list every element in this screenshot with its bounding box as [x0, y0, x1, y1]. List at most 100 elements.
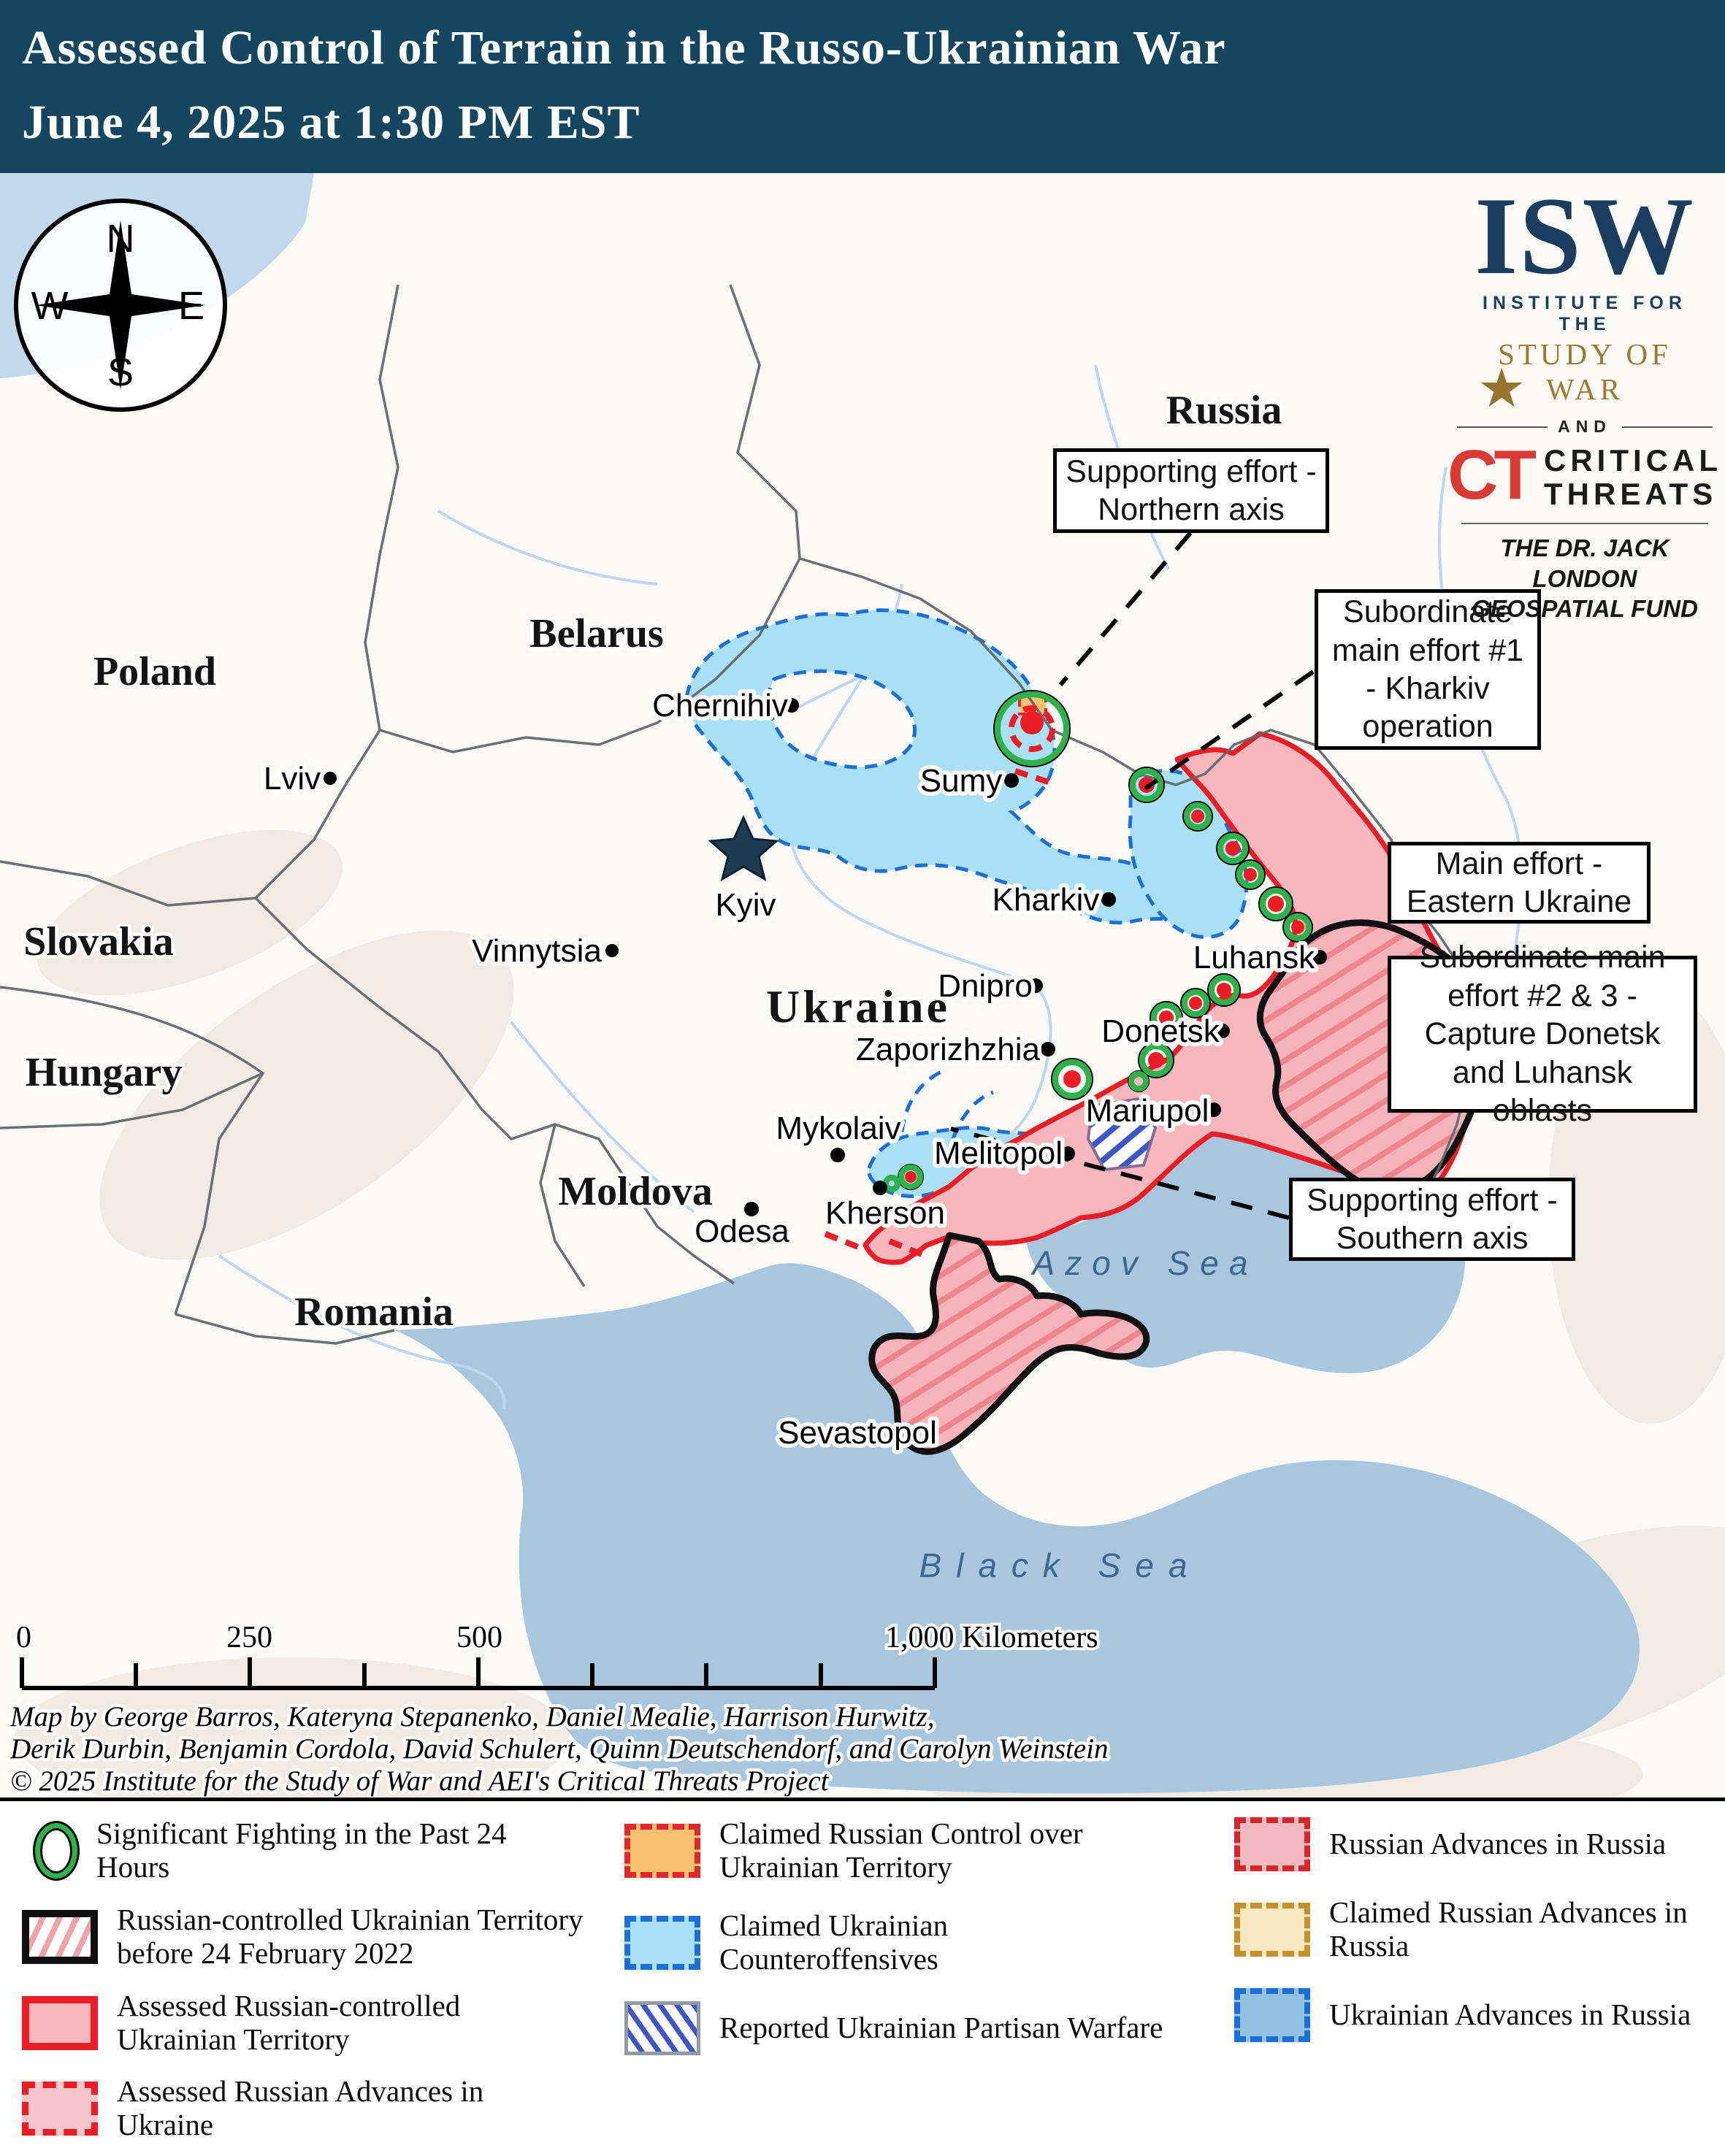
ct-mark-icon: CT: [1447, 436, 1537, 514]
label-slovakia: Slovakia: [23, 919, 173, 964]
compass-rose: N E S W: [14, 199, 227, 412]
label-chernihiv: Chernihiv: [652, 688, 788, 724]
label-kherson: Kherson: [825, 1195, 945, 1231]
legend-swatch-counteroffensives: [624, 1915, 700, 1970]
label-ukraine: Ukraine: [766, 981, 950, 1032]
ct-critical-text: CRITICAL: [1544, 443, 1722, 477]
label-zaporizhzhia: Zaporizhzhia: [856, 1032, 1040, 1067]
callout-southern-axis: Supporting effort - Southern axis: [1289, 1178, 1575, 1261]
label-russia: Russia: [1166, 388, 1282, 433]
map-canvas[interactable]: Chernihiv Sumy Kyiv Kharkiv Lviv Vinnyts…: [0, 173, 1725, 1798]
scale-0: 0: [16, 1621, 31, 1654]
callout-southern-axis-text: Supporting effort - Southern axis: [1307, 1182, 1558, 1256]
legend-item-counteroffensives: Claimed Ukrainian Counteroffensives: [624, 1908, 1201, 1976]
label-moldova: Moldova: [558, 1169, 713, 1214]
title-bar: Assessed Control of Terrain in the Russo…: [0, 0, 1725, 173]
legend-label-fighting: Significant Fighting in the Past 24 Hour…: [96, 1817, 507, 1884]
legend-column-2: Claimed Russian Control over Ukrainian T…: [624, 1817, 1201, 2055]
label-belarus: Belarus: [529, 611, 664, 656]
legend-swatch-claimed-control: [624, 1823, 700, 1878]
label-sevastopol: Sevastopol: [778, 1415, 937, 1451]
callout-northern-axis: Supporting effort - Northern axis: [1053, 448, 1329, 533]
legend-swatch-claimed-adv-russia: [1234, 1902, 1310, 1957]
legend-swatch-russian-adv-russia: [1234, 1817, 1310, 1871]
legend-label-ukr-adv-russia: Ukrainian Advances in Russia: [1329, 1997, 1691, 2031]
legend-swatch-partisan: [624, 2000, 700, 2055]
callout-donetsk-luhansk: Subordinate main effort #2 & 3 - Capture…: [1388, 940, 1697, 1128]
legend-swatch-assessed-control: [22, 1995, 98, 2050]
and-line-left: [1457, 426, 1548, 428]
black-sea: [394, 1263, 1640, 1794]
legend-label-advances-ukraine: Assessed Russian Advances in Ukraine: [117, 2074, 484, 2142]
map-title: Assessed Control of Terrain in the Russo…: [22, 21, 1226, 74]
label-luhansk: Luhansk: [1193, 940, 1315, 975]
isw-institute-text: INSTITUTE FOR THE: [1483, 293, 1687, 334]
scale-1000: 1,000 Kilometers: [885, 1621, 1098, 1654]
legend-label-pre2022: Russian-controlled Ukrainian Territory b…: [117, 1902, 584, 1970]
kyiv-star: [708, 815, 779, 882]
credits-line3: © 2025 Institute for the Study of War an…: [10, 1765, 830, 1797]
legend-item-assessed-control: Assessed Russian-controlled Ukrainian Te…: [22, 1989, 606, 2057]
significant-fighting-circles: [883, 690, 1313, 1192]
legend-label-claimed-adv-russia: Claimed Russian Advances in Russia: [1329, 1895, 1688, 1963]
legend-item-advances-ukraine: Assessed Russian Advances in Ukraine: [22, 2075, 606, 2142]
legend: Significant Fighting in the Past 24 Hour…: [0, 1798, 1725, 2156]
callout-main-effort-east-text: Main effort - Eastern Ukraine: [1406, 845, 1632, 919]
compass-s: S: [107, 350, 134, 394]
crimea-area: [868, 1232, 1150, 1455]
scale-bar: [20, 1657, 937, 1690]
and-line-right: [1621, 426, 1713, 428]
isw-logo: ISW: [1475, 174, 1695, 297]
label-melitopol: Melitopol: [934, 1135, 1063, 1171]
fund-line1: THE DR. JACK LONDON: [1500, 534, 1669, 592]
ct-wordmark: CRITICAL THREATS: [1544, 443, 1722, 512]
label-kharkiv: Kharkiv: [992, 882, 1100, 918]
scale-500: 500: [456, 1621, 502, 1654]
callout-kharkiv-operation: Subordinate main effort #1 - Kharkiv ope…: [1315, 589, 1541, 750]
ct-threats-text: THREATS: [1544, 477, 1718, 512]
legend-swatch-fighting: [35, 1822, 77, 1879]
map-date: June 4, 2025 at 1:30 PM EST: [22, 96, 640, 149]
map-credits: Map by George Barros, Kateryna Stepanenk…: [7, 1698, 1112, 1798]
legend-swatch-advances-ukraine: [22, 2082, 98, 2136]
legend-item-pre2022: Russian-controlled Ukrainian Territory b…: [22, 1903, 606, 1971]
country-borders: [0, 284, 1484, 1345]
legend-item-fighting: Significant Fighting in the Past 24 Hour…: [22, 1817, 606, 1884]
label-sumy: Sumy: [920, 763, 1002, 799]
label-mykolaiv: Mykolaiv: [776, 1110, 900, 1146]
isw-star-icon: ★: [1477, 358, 1526, 418]
callout-donetsk-luhansk-text: Subordinate main effort #2 & 3 - Capture…: [1419, 940, 1666, 1129]
partisan-warfare-area: [1086, 1097, 1158, 1172]
country-labels: Russia Belarus Poland Slovakia Hungary M…: [20, 385, 1285, 1338]
compass-e: E: [178, 284, 204, 328]
legend-column-3: Russian Advances in Russia Claimed Russi…: [1234, 1817, 1716, 2042]
compass-w: W: [31, 284, 69, 328]
legend-item-partisan: Reported Ukrainian Partisan Warfare: [624, 2000, 1201, 2055]
scale-bar-labels: 0 250 500 1,000 Kilometers: [13, 1618, 1101, 1657]
city-markers: [324, 698, 1327, 1216]
map-svg: Chernihiv Sumy Kyiv Kharkiv Lviv Vinnyts…: [0, 173, 1725, 1798]
callout-main-effort-east: Main effort - Eastern Ukraine: [1388, 842, 1651, 924]
sea-labels: Azov Sea Black Sea: [919, 1244, 1258, 1584]
front-line-fighting-blobs: [905, 711, 1304, 1183]
fund-line2: GEOSPATIAL FUND: [1472, 594, 1698, 622]
callout-northern-axis-text: Supporting effort - Northern axis: [1066, 453, 1317, 527]
legend-label-russian-adv-russia: Russian Advances in Russia: [1329, 1827, 1667, 1861]
legend-swatch-pre2022: [22, 1909, 98, 1964]
isw-studyofwar-text: STUDY OF WAR: [1498, 337, 1672, 406]
label-black-sea: Black Sea: [919, 1546, 1201, 1584]
legend-item-russian-adv-russia: Russian Advances in Russia: [1234, 1817, 1716, 1871]
compass-n: N: [107, 217, 135, 261]
callout-kharkiv-operation-text: Subordinate main effort #1 - Kharkiv ope…: [1331, 594, 1524, 745]
city-labels: Chernihiv Sumy Kyiv Kharkiv Lviv Vinnyts…: [259, 684, 1319, 1455]
and-divider: AND: [1457, 417, 1713, 437]
legend-column-1: Significant Fighting in the Past 24 Hour…: [22, 1817, 606, 2142]
critical-threats-logo: CT CRITICAL THREATS: [1447, 440, 1718, 511]
label-azov-sea: Azov Sea: [1030, 1244, 1258, 1282]
label-donetsk: Donetsk: [1101, 1013, 1220, 1049]
label-vinnytsia: Vinnytsia: [472, 933, 602, 969]
legend-item-claimed-control: Claimed Russian Control over Ukrainian T…: [624, 1817, 1201, 1884]
label-lviv: Lviv: [264, 761, 321, 797]
legend-item-claimed-adv-russia: Claimed Russian Advances in Russia: [1234, 1895, 1716, 1963]
